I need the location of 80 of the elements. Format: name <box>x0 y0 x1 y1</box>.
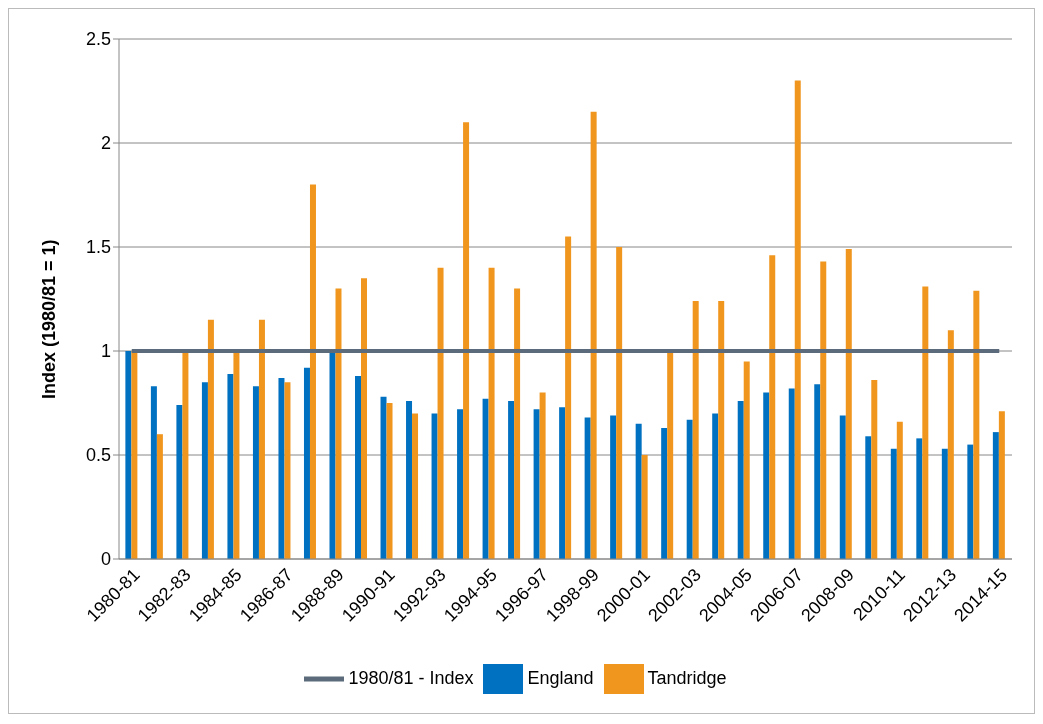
bar <box>839 415 846 559</box>
bar <box>743 361 750 559</box>
bar <box>947 330 954 559</box>
bar <box>508 400 515 559</box>
bar <box>616 247 623 559</box>
y-tick-label: 0 <box>100 549 111 570</box>
bar <box>992 432 999 559</box>
bar <box>176 405 183 559</box>
bar <box>309 184 316 559</box>
legend-label: 1980/81 - Index <box>348 667 474 688</box>
bar <box>769 255 776 559</box>
bar <box>533 409 540 559</box>
bar <box>584 417 591 559</box>
bar <box>718 301 725 559</box>
bar <box>559 407 566 559</box>
bar <box>457 409 464 559</box>
bar <box>686 419 693 559</box>
bar <box>482 398 489 559</box>
bar <box>437 267 444 559</box>
bar <box>201 382 208 559</box>
y-axis-title: Index (1980/81 = 1) <box>39 239 60 399</box>
y-tick-label: 1 <box>100 341 111 362</box>
bar <box>871 380 878 559</box>
y-tick-label: 0.5 <box>85 445 111 466</box>
legend-label: Tandridge <box>647 667 727 688</box>
bar <box>463 122 470 559</box>
bar <box>896 421 903 559</box>
bar <box>488 267 495 559</box>
bar <box>973 290 980 559</box>
bar <box>335 288 342 559</box>
bar <box>890 448 897 559</box>
bar <box>922 286 929 559</box>
legend-label: England <box>527 667 594 688</box>
bar <box>692 301 699 559</box>
bar <box>380 396 387 559</box>
bar <box>303 367 310 559</box>
bar <box>125 351 132 559</box>
bar <box>406 400 413 559</box>
bar <box>737 400 744 559</box>
bar <box>590 111 597 559</box>
bar <box>329 353 336 559</box>
bar <box>998 411 1005 559</box>
bar <box>941 448 948 559</box>
bar <box>227 373 234 559</box>
bar <box>514 288 521 559</box>
y-tick-label: 1.5 <box>85 237 111 258</box>
y-tick-label: 2 <box>100 133 111 154</box>
bar <box>661 427 668 559</box>
bar <box>150 386 157 559</box>
bar <box>712 413 719 559</box>
y-tick-label: 2.5 <box>85 29 111 50</box>
bar <box>278 378 285 559</box>
bar <box>845 249 852 559</box>
bar <box>763 392 770 559</box>
bar <box>788 388 795 559</box>
bar <box>182 351 189 559</box>
bar <box>207 319 214 559</box>
bar <box>794 80 801 559</box>
bar <box>252 386 259 559</box>
bar <box>386 403 393 559</box>
bar <box>667 351 674 559</box>
bar <box>820 261 827 559</box>
bar <box>635 423 642 559</box>
bar <box>412 413 419 559</box>
bar <box>865 436 872 559</box>
bar <box>641 455 648 559</box>
bar <box>539 392 546 559</box>
bar <box>258 319 265 559</box>
bar <box>233 351 240 559</box>
bar <box>361 278 368 559</box>
bar <box>156 434 163 559</box>
bar <box>610 415 617 559</box>
bar <box>131 351 138 559</box>
bar <box>284 382 291 559</box>
bar <box>355 375 362 559</box>
bar <box>431 413 438 559</box>
bar <box>814 384 821 559</box>
bar <box>916 438 923 559</box>
bar <box>967 444 974 559</box>
bar <box>565 236 572 559</box>
